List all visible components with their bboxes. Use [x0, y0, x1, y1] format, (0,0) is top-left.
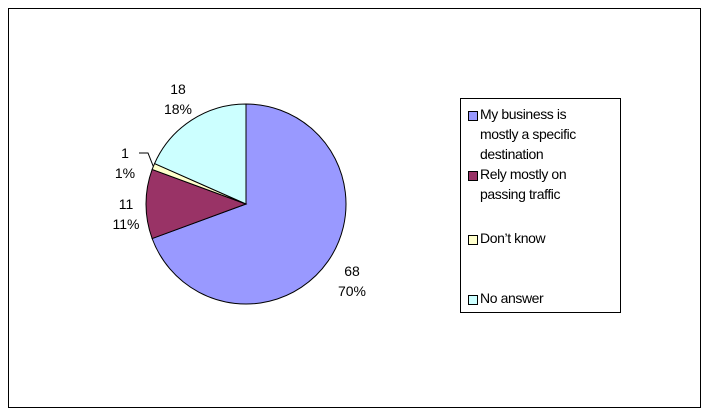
slice-value-label-dont-know: 1 [121, 145, 129, 161]
pie-slice-destination [151, 103, 347, 305]
legend-label-passing-traffic-line-1: Rely mostly on [480, 166, 567, 182]
legend-label-no-answer: No answer [480, 290, 544, 306]
slice-percent-label-destination: 70% [338, 283, 366, 299]
slice-percent-label-passing-traffic: 11% [113, 216, 140, 232]
legend-label-destination-line-1: My business is [480, 106, 567, 122]
slice-percent-label-no-answer: 18% [164, 101, 192, 117]
slice-value-label-no-answer: 18 [170, 81, 186, 97]
slice-value-label-passing-traffic: 11 [119, 196, 134, 212]
legend-swatch-destination [468, 111, 478, 121]
legend: My business is mostly a specific destina… [460, 98, 621, 313]
slice-percent-label-dont-know: 1% [115, 165, 135, 181]
pie-slice-no-answer [153, 103, 247, 205]
slice-value-label-destination: 68 [344, 263, 360, 279]
legend-label-destination-line-3: destination [480, 146, 544, 162]
pie-slice-passing-traffic [145, 168, 248, 240]
legend-label-dont-know: Don’t know [480, 230, 546, 246]
leader-line-dont-know [139, 152, 154, 167]
legend-label-destination-line-2: mostly a specific [480, 126, 576, 142]
chart-canvas: 68 70% 11 11% 1 1% 18 18% My business is mostly… [8, 8, 701, 408]
legend-swatch-dont-know [468, 235, 478, 245]
legend-swatch-passing-traffic [468, 171, 478, 181]
legend-swatch-no-answer [468, 295, 478, 305]
legend-label-passing-traffic-line-2: passing traffic [480, 186, 561, 202]
